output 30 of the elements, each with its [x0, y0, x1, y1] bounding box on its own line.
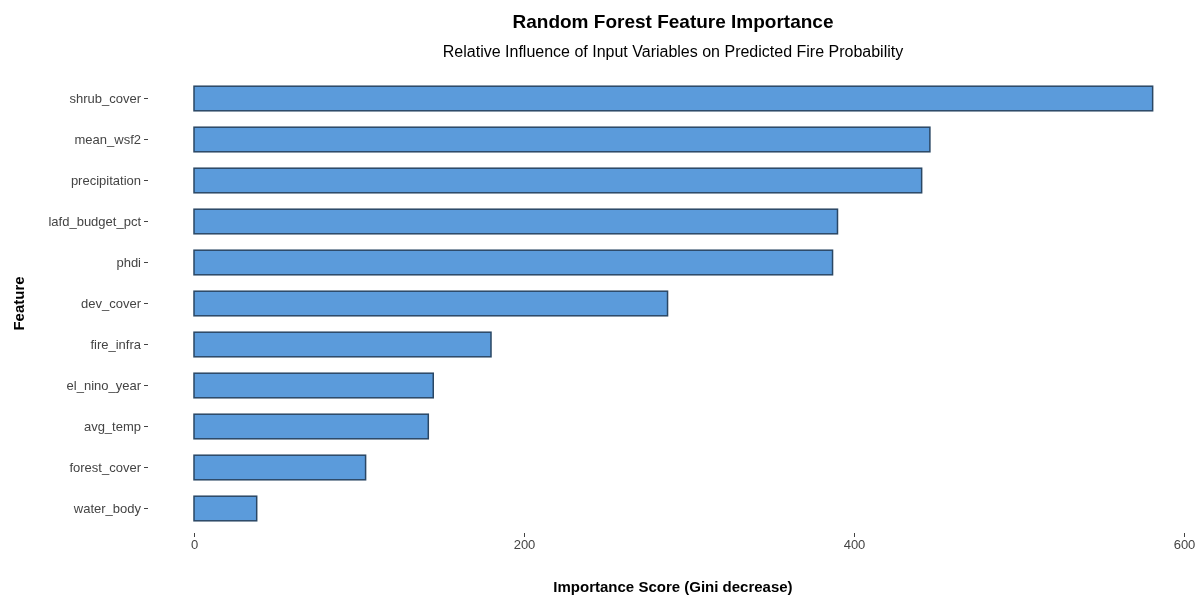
y-tick-label: forest_cover [69, 459, 142, 475]
y-tick-label: mean_wsf2 [74, 131, 141, 147]
bar [193, 85, 1154, 112]
bar [193, 413, 430, 440]
y-tick-label: dev_cover [81, 295, 142, 311]
bar [193, 454, 367, 481]
bar [193, 290, 669, 317]
y-tick-label: fire_infra [90, 336, 142, 352]
y-axis-title: Feature [10, 276, 27, 331]
x-axis-title: Importance Score (Gini decrease) [553, 578, 793, 595]
x-tick-label: 400 [843, 537, 866, 553]
x-tick-label: 600 [1173, 537, 1196, 553]
bar [193, 167, 923, 194]
bar [193, 126, 931, 153]
bar [193, 249, 834, 276]
x-tick-label: 200 [513, 537, 536, 553]
y-tick-label: phdi [116, 254, 142, 270]
x-tick-label: 0 [190, 537, 199, 553]
bar [193, 495, 258, 522]
y-tick-label: el_nino_year [66, 377, 142, 393]
chart-title: Random Forest Feature Importance [512, 11, 834, 32]
y-tick-label: precipitation [70, 172, 141, 188]
chart-subtitle: Relative Influence of Input Variables on Predicted Fire Probability [442, 43, 904, 60]
y-tick-label: shrub_cover [69, 90, 142, 106]
bar [193, 208, 839, 235]
y-tick-label: avg_temp [83, 418, 141, 434]
bar [193, 331, 492, 358]
y-tick-label: water_body [72, 500, 142, 516]
y-tick-label: lafd_budget_pct [48, 213, 142, 229]
bar [193, 372, 434, 399]
